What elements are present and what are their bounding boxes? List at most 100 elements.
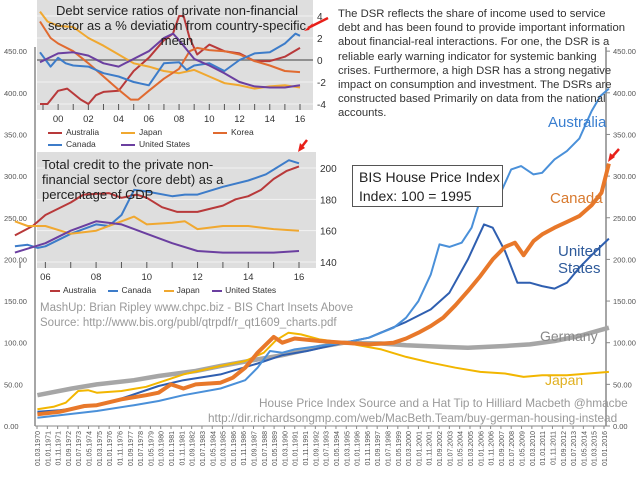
source-credit: House Price Index Source and a Hat Tip t… bbox=[208, 396, 628, 426]
legend-item-korea: Korea bbox=[213, 126, 254, 138]
x-tick-label: 01.01.2001 bbox=[416, 431, 423, 466]
inset-y-tick-label: 200 bbox=[320, 164, 337, 175]
label-line: States bbox=[558, 260, 601, 277]
series-line-united-states bbox=[37, 223, 610, 413]
mashup-line2: Source: http://www.bis.org/publ/qtrpdf/r… bbox=[40, 317, 337, 329]
x-tick-label: 01.01.1971 bbox=[45, 431, 52, 466]
inset-series-line-united-states bbox=[14, 220, 300, 254]
legend-label: United States bbox=[225, 285, 277, 295]
x-tick-label: 01.07.1973 bbox=[76, 431, 83, 466]
inset-series-line-korea bbox=[39, 20, 301, 101]
right-y-tick-label: 300.00 bbox=[613, 172, 636, 181]
inset-x-tick-label: 16 bbox=[294, 272, 305, 283]
source-line2: http://dir.richardsongmp.com/web/MacBeth… bbox=[208, 411, 618, 425]
x-tick-label: 01.07.1983 bbox=[200, 431, 207, 466]
credit-inset-legend: Australia Canada Japan United States bbox=[50, 284, 320, 296]
legend-item-united-states: United States bbox=[212, 285, 276, 295]
mashup-line1: MashUp: Brian Ripley www.chpc.biz - BIS … bbox=[40, 302, 354, 314]
inset-series-line-canada bbox=[39, 32, 301, 87]
x-tick-label: 01.11.1996 bbox=[365, 431, 372, 466]
bis-title-line1: BIS House Price Index bbox=[359, 169, 500, 185]
main-series-lines bbox=[36, 87, 611, 419]
credit-inset-chart: 200 180 160 140 06 08 10 12 14 16 bbox=[14, 152, 337, 283]
inset-x-tick-label: 14 bbox=[264, 114, 275, 125]
legend-swatch bbox=[48, 131, 62, 134]
legend-label: Australia bbox=[66, 127, 100, 137]
legend-swatch bbox=[48, 143, 62, 146]
x-tick-label: 01.09.1977 bbox=[128, 431, 135, 466]
series-label-germany: Germany bbox=[540, 328, 598, 344]
x-tick-label: 01.09.1997 bbox=[375, 431, 382, 466]
x-tick-label: 01.09.1987 bbox=[251, 431, 258, 466]
legend-swatch bbox=[212, 289, 223, 292]
inset-x-tick-label: 12 bbox=[234, 114, 245, 125]
left-y-tick-label: 350.00 bbox=[4, 130, 27, 139]
inset-series-line-japan bbox=[39, 10, 301, 90]
legend-item-australia: Australia bbox=[48, 126, 99, 138]
legend-swatch bbox=[121, 143, 135, 146]
x-tick-label: 01.05.2014 bbox=[581, 431, 588, 466]
left-y-tick-label: 150.00 bbox=[4, 297, 27, 306]
right-y-tick-label: 400.00 bbox=[613, 89, 636, 98]
x-tick-label: 01.07.2008 bbox=[509, 431, 516, 466]
inset-x-tick-label: 00 bbox=[53, 114, 64, 125]
inset-y-tick-label: 0 bbox=[317, 56, 323, 67]
x-tick-label: 01.05.1999 bbox=[396, 431, 403, 466]
inset-x-tick-label: 02 bbox=[83, 114, 94, 125]
right-y-tick-label: 100.00 bbox=[613, 339, 636, 348]
legend-label: Australia bbox=[63, 285, 97, 295]
x-tick-label: 01.05.2004 bbox=[458, 431, 465, 466]
x-tick-label: 01.07.2013 bbox=[571, 431, 578, 466]
inset-y-tick-label: 180 bbox=[320, 195, 337, 206]
red-arrow-icon bbox=[304, 23, 313, 31]
left-y-tick-label: 50.00 bbox=[4, 380, 23, 389]
x-tick-label: 01.09.2012 bbox=[561, 431, 568, 466]
legend-swatch bbox=[163, 289, 174, 292]
inset-y-tick-label: 2 bbox=[317, 34, 323, 45]
x-tick-label: 01.01.1996 bbox=[355, 431, 362, 466]
x-tick-label: 01.07.1998 bbox=[386, 431, 393, 466]
inset-y-tick-label: 160 bbox=[320, 227, 337, 238]
mashup-credit: MashUp: Brian Ripley www.chpc.biz - BIS … bbox=[40, 301, 353, 331]
inset-x-tick-label: 14 bbox=[243, 272, 254, 283]
x-tick-label: 01.03.1985 bbox=[221, 431, 228, 466]
series-line-germany bbox=[36, 325, 610, 398]
x-tick-label: 01.03.2005 bbox=[468, 431, 475, 466]
x-tick-label: 01.01.1986 bbox=[231, 431, 238, 466]
x-tick-label: 01.01.2011 bbox=[540, 431, 547, 466]
left-y-tick-label: 0.00 bbox=[4, 422, 19, 431]
series-label-japan: Japan bbox=[545, 372, 584, 388]
x-tick-label: 01.03.1970 bbox=[35, 431, 42, 466]
main-axes: 0.00 0.00 50.00 50.00 100.00 100.00 150.00 150.… bbox=[4, 46, 636, 466]
bis-index-title-box: BIS House Price Index Index: 100 = 1995 bbox=[352, 165, 503, 207]
inset-series-line-australia bbox=[14, 165, 300, 237]
left-y-tick-label: 200.00 bbox=[4, 255, 27, 264]
x-tick-label: 01.11.2006 bbox=[489, 431, 496, 466]
x-tick-label: 01.09.2002 bbox=[437, 431, 444, 466]
x-tick-label: 01.11.1971 bbox=[56, 431, 63, 466]
left-y-tick-label: 300.00 bbox=[4, 172, 27, 181]
inset-x-tick-label: 06 bbox=[40, 272, 51, 283]
series-line-japan bbox=[37, 331, 609, 411]
x-tick-label: 01.11.2001 bbox=[427, 431, 434, 466]
x-tick-label: 01.05.1984 bbox=[210, 431, 217, 466]
right-y-tick-label: 50.00 bbox=[613, 380, 632, 389]
legend-item-canada: Canada bbox=[108, 285, 151, 295]
dsr-inset-title: Debt service ratios of private non-finan… bbox=[48, 3, 306, 48]
left-y-tick-label: 250.00 bbox=[4, 214, 27, 223]
series-label-canada: Canada bbox=[550, 190, 603, 207]
inset-y-tick-label: 140 bbox=[320, 258, 337, 269]
x-tick-label: 01.05.1994 bbox=[334, 431, 341, 466]
inset-x-tick-label: 08 bbox=[91, 272, 102, 283]
left-y-tick-label: 400.00 bbox=[4, 89, 27, 98]
legend-swatch bbox=[121, 131, 135, 134]
x-tick-label: 01.07.1978 bbox=[138, 431, 145, 466]
x-tick-label: 01.05.1974 bbox=[87, 431, 94, 466]
x-tick-label: 01.01.2016 bbox=[602, 431, 609, 466]
left-y-tick-label: 100.00 bbox=[4, 339, 27, 348]
legend-label: United States bbox=[139, 139, 191, 149]
series-line-canada bbox=[37, 163, 611, 417]
legend-swatch bbox=[108, 289, 119, 292]
inset-x-tick-label: 16 bbox=[295, 114, 306, 125]
label-line: United bbox=[558, 243, 602, 260]
